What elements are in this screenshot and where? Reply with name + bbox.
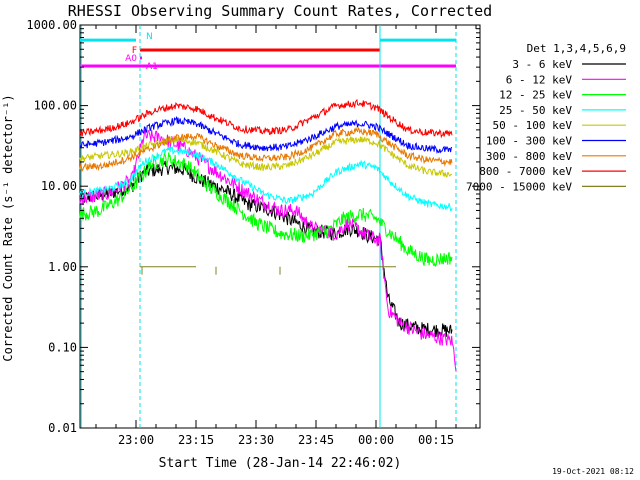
y-tick-label: 1.00 [48,260,77,274]
legend-label: 50 - 100 keV [493,119,573,132]
footer-date: 19-Oct-2021 08:12 [552,467,634,476]
legend-label: 6 - 12 keV [506,73,573,86]
legend: Det 1,3,4,5,6,9 3 - 6 keV 6 - 12 keV 12 - … [466,42,626,193]
chart-title: RHESSI Observing Summary Count Rates, Co… [68,2,492,20]
flag-label-n: N [146,32,153,42]
series-line-3 [79,145,453,212]
x-tick-label: 00:15 [418,433,454,447]
y-tick-label: 0.10 [48,340,77,354]
series-line-4 [79,135,453,178]
legend-entries: 3 - 6 keV 6 - 12 keV 12 - 25 keV 25 - 50 ke… [466,58,626,193]
legend-label: 300 - 800 keV [486,150,572,163]
legend-title: Det 1,3,4,5,6,9 [527,42,626,55]
series-layer [79,98,457,372]
legend-label: 12 - 25 keV [499,89,572,102]
series-line-1 [79,129,457,372]
x-tick-label: 23:15 [178,433,214,447]
flag-label-a1: A1 [146,62,158,72]
y-tick-label: 10.00 [41,179,77,193]
x-axis-ticks: 23:00 23:15 23:30 23:45 00:00 00:15 [95,25,477,447]
series-line-6 [79,126,453,172]
y-tick-label: 100.00 [34,99,77,113]
x-tick-label: 23:30 [238,433,274,447]
x-tick-label: 23:00 [118,433,154,447]
y-tick-label: 1000.00 [26,18,77,32]
x-tick-label: 23:45 [298,433,334,447]
x-tick-label: 00:00 [358,433,394,447]
flag-label-a0: A0 [125,54,137,64]
legend-label: 7000 - 15000 keV [466,180,572,193]
series-line-7 [79,98,453,139]
legend-label: 3 - 6 keV [512,58,572,71]
y-tick-label: 0.01 [48,421,77,435]
series-line-2 [79,152,453,268]
legend-label: 800 - 7000 keV [479,165,572,178]
legend-label: 100 - 300 keV [486,135,572,148]
markers-layer [80,25,457,428]
plot-frame [79,24,481,429]
series-line-5 [79,115,453,155]
x-axis-label: Start Time (28-Jan-14 22:46:02) [159,456,402,471]
flag-label-f: F [132,46,137,56]
y-axis-label: Corrected Count Rate (s⁻¹ detector⁻¹) [1,94,15,361]
y-axis-ticks: 1000.00 100.00 10.00 1.00 0.10 0.01 [26,18,480,435]
attenuator-layer [140,266,396,275]
legend-label: 25 - 50 keV [499,104,572,117]
